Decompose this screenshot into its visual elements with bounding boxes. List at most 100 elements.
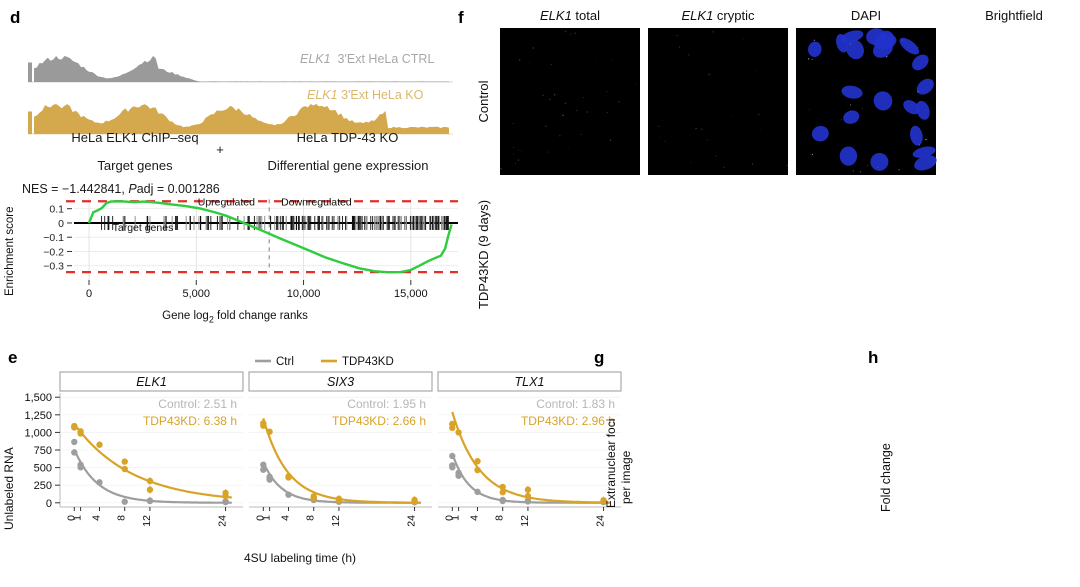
f-foci (518, 59, 521, 61)
f-foci (917, 91, 919, 93)
gsea-nes: NES = −1.442841, (22, 182, 129, 196)
f-foci (547, 151, 549, 153)
f-nucleus (916, 78, 934, 95)
f-foci (521, 150, 523, 152)
f-foci (611, 59, 613, 61)
f-foci (676, 34, 678, 37)
f-foci (877, 166, 879, 168)
e-data-point (474, 488, 481, 496)
f-foci (742, 38, 744, 40)
f-nucleus (808, 41, 822, 58)
e-xtick: 8 (494, 515, 506, 521)
e-fit-curve (73, 423, 232, 499)
gsea-annotation: Target genes (113, 222, 174, 234)
f-foci (553, 94, 556, 96)
e-xtick: 1 (261, 515, 273, 521)
f-foci (564, 30, 567, 33)
f-nucleus (873, 91, 893, 111)
ctrl-track-gene: ELK1 (300, 52, 331, 66)
f-nucleus (914, 155, 937, 171)
gsea-ytick: −0.3 (43, 261, 64, 273)
watermark (752, 525, 1072, 565)
e-data-point (121, 458, 128, 465)
e-ctrl-halflife: Control: 2.51 h (158, 397, 237, 411)
gsea-xlabel: Gene log2 fold change ranks (60, 310, 410, 324)
f-image-cell (796, 28, 937, 175)
e-facet-title: TLX1 (515, 375, 545, 389)
f-foci (565, 82, 566, 84)
e-xtick: 4 (469, 515, 481, 521)
gsea-xlabel-post: fold change ranks (213, 310, 308, 322)
e-ytick: 250 (34, 480, 52, 492)
gsea-annotation: Upregulated (198, 197, 255, 209)
f-foci (862, 107, 864, 109)
e-legend: Ctrl TDP43KD (255, 352, 435, 370)
e-data-point (96, 479, 103, 486)
f-foci (850, 111, 852, 113)
e-ylabel: Unlabeled RNA (2, 447, 16, 530)
e-data-point (499, 489, 506, 496)
f-foci (708, 73, 711, 76)
e-ytick: 1,250 (24, 410, 52, 422)
f-foci (917, 47, 919, 48)
f-foci (635, 83, 637, 85)
e-xtick: 0 (254, 515, 266, 521)
f-foci (513, 154, 515, 155)
ko-track-gene: ELK1 (307, 88, 338, 102)
f-foci (723, 166, 726, 169)
f-foci (562, 114, 564, 117)
f-foci (852, 170, 854, 172)
e-xtick: 24 (217, 515, 229, 527)
e-ytick: 750 (34, 445, 52, 457)
e-data-point (474, 466, 481, 474)
f-foci (660, 136, 661, 138)
e-data-point (285, 474, 292, 481)
gsea-ylabel: Enrichment score (4, 206, 16, 296)
f-foci (706, 139, 708, 141)
e-xtick: 1 (450, 515, 462, 521)
f-foci (751, 163, 754, 165)
panel-letter-g: g (594, 348, 605, 367)
e-xtick: 0 (443, 515, 455, 521)
f-foci (658, 125, 660, 127)
f-foci (618, 101, 620, 103)
e-kd-halflife: TDP43KD: 6.38 h (143, 414, 237, 428)
f-nucleus (873, 40, 893, 58)
e-xtick: 4 (280, 515, 292, 521)
f-foci (532, 47, 535, 49)
e-xtick: 1 (72, 515, 84, 521)
f-nucleus (843, 110, 860, 124)
f-foci (570, 33, 572, 35)
f-foci (786, 164, 788, 167)
e-data-point (71, 449, 78, 456)
f-foci (807, 58, 810, 60)
f-foci (886, 56, 888, 58)
f-foci (695, 128, 697, 130)
f-nucleus (912, 146, 936, 158)
f-nucleus (811, 125, 829, 142)
e-data-point (455, 429, 462, 436)
ko-track-text: 3'Ext HeLa KO (341, 88, 424, 102)
f-foci (919, 144, 921, 146)
f-column-header: DAPI (851, 8, 881, 23)
e-xtick: 4 (91, 515, 103, 521)
f-foci (569, 116, 571, 117)
f-foci (512, 133, 514, 135)
e-ytick: 1,500 (24, 392, 52, 404)
f-foci (529, 62, 530, 64)
e-facet: ELK1 Control: 2.51 h TDP43KD: 6.38 h 0 250 50… (24, 371, 244, 527)
f-foci (759, 128, 761, 130)
e-legend-label: TDP43KD (342, 356, 394, 368)
e-facet-title: ELK1 (136, 375, 167, 389)
f-foci (757, 113, 760, 116)
e-ytick: 1,000 (24, 427, 52, 439)
f-foci (715, 155, 717, 157)
gsea-annotation: Downregulated (281, 197, 352, 209)
f-foci (574, 32, 576, 34)
f-foci (517, 159, 520, 161)
e-data-point (449, 452, 456, 460)
gsea-xtick: 5,000 (183, 288, 211, 300)
e-data-point (260, 422, 267, 429)
gsea-xlabel-pre: Gene log (162, 310, 209, 322)
e-data-point (77, 464, 84, 471)
